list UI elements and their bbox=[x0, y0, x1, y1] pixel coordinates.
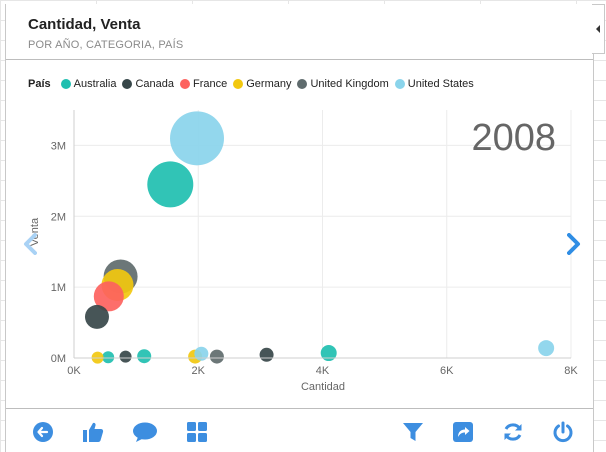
previous-arrow-icon[interactable] bbox=[22, 232, 38, 256]
axes: 0K 2K 4K 6K 8K 0M 1M 2M 3M bbox=[51, 110, 578, 377]
share-button[interactable] bbox=[450, 419, 476, 445]
collapse-panel-button[interactable] bbox=[592, 4, 605, 54]
bubble-canada bbox=[84, 304, 109, 329]
legend-label: Australia bbox=[73, 78, 117, 90]
legend-label: United Kingdom bbox=[310, 78, 389, 90]
y-tick-label: 3M bbox=[51, 140, 66, 152]
x-tick-label: 8K bbox=[564, 365, 578, 377]
y-tick-label: 2M bbox=[51, 211, 66, 223]
power-icon bbox=[552, 421, 574, 443]
legend-swatch bbox=[297, 79, 308, 89]
legend-swatch bbox=[122, 79, 133, 89]
legend-title: País bbox=[28, 78, 51, 90]
bubbles bbox=[84, 111, 555, 364]
bubble-france bbox=[93, 281, 124, 312]
bubble-united-states bbox=[194, 346, 209, 361]
bubble-united-states bbox=[538, 340, 555, 357]
legend-item-canada[interactable]: Canada bbox=[122, 78, 174, 90]
bubble-canada bbox=[259, 347, 274, 362]
legend-label: United States bbox=[407, 78, 474, 90]
bubble-australia bbox=[320, 345, 337, 362]
x-tick-label: 6K bbox=[440, 365, 454, 377]
legend-item-germany[interactable]: Germany bbox=[233, 78, 291, 90]
comment-button[interactable] bbox=[132, 419, 158, 445]
legend-swatch bbox=[60, 79, 71, 89]
grid-icon bbox=[186, 421, 208, 443]
bubble-united-kingdom bbox=[209, 349, 224, 364]
power-button[interactable] bbox=[550, 419, 576, 445]
refresh-icon bbox=[502, 421, 524, 443]
like-icon bbox=[81, 420, 105, 444]
filter-button[interactable] bbox=[400, 419, 426, 445]
legend-label: Canada bbox=[135, 78, 174, 90]
bubble-australia bbox=[137, 349, 152, 364]
y-tick-label: 0M bbox=[51, 353, 66, 365]
legend-item-united-states[interactable]: United States bbox=[394, 78, 474, 90]
back-button[interactable] bbox=[30, 419, 56, 445]
bubble-united-states bbox=[170, 111, 225, 166]
legend-swatch bbox=[233, 79, 244, 89]
back-icon bbox=[32, 421, 54, 443]
legend-label: France bbox=[192, 78, 228, 90]
bubble-australia bbox=[147, 161, 194, 208]
y-tick-label: 1M bbox=[51, 282, 66, 294]
legend-item-united-kingdom[interactable]: United Kingdom bbox=[297, 78, 389, 90]
legend-label: Germany bbox=[246, 78, 292, 90]
x-tick-label: 4K bbox=[316, 365, 330, 377]
play-axis-year: 2008 bbox=[471, 117, 556, 159]
bubble-canada bbox=[119, 350, 132, 363]
chart-subtitle: POR AÑO, CATEGORIA, PAÍS bbox=[28, 39, 184, 51]
caret-left-icon bbox=[596, 25, 600, 33]
chart-title: Cantidad, Venta bbox=[28, 16, 141, 33]
legend-item-france[interactable]: France bbox=[179, 78, 228, 90]
chart-panel: Cantidad, Venta POR AÑO, CATEGORIA, PAÍS… bbox=[5, 4, 594, 452]
toolbar-divider bbox=[6, 408, 593, 409]
comment-icon bbox=[132, 421, 158, 443]
legend: País Australia Canada France Germany Uni… bbox=[28, 76, 480, 92]
x-tick-label: 2K bbox=[192, 365, 206, 377]
x-axis-title: Cantidad bbox=[301, 381, 345, 393]
next-arrow-icon[interactable] bbox=[566, 232, 582, 256]
grid-button[interactable] bbox=[184, 419, 210, 445]
bubble-australia bbox=[102, 351, 115, 364]
x-tick-label: 0K bbox=[67, 365, 81, 377]
legend-swatch bbox=[179, 79, 190, 89]
refresh-button[interactable] bbox=[500, 419, 526, 445]
legend-swatch bbox=[394, 79, 405, 89]
share-icon bbox=[452, 421, 474, 443]
filter-icon bbox=[402, 421, 424, 443]
header-divider bbox=[6, 59, 593, 60]
like-button[interactable] bbox=[80, 419, 106, 445]
legend-item-australia[interactable]: Australia bbox=[60, 78, 117, 90]
